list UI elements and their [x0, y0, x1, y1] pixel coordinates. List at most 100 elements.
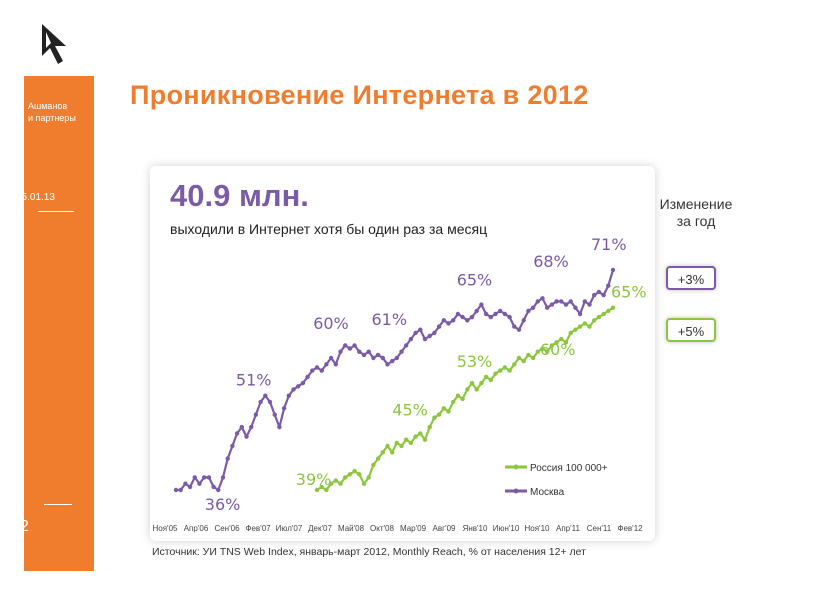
- data-point-moscow: [493, 311, 498, 317]
- x-tick-label: Ноя'05: [153, 524, 179, 533]
- data-point-russia: [366, 475, 371, 480]
- data-point-moscow: [610, 267, 616, 273]
- data-point-moscow: [314, 365, 320, 370]
- x-tick-label: Окт'08: [370, 524, 394, 533]
- data-point-moscow: [234, 431, 240, 436]
- data-label: 51%: [236, 371, 272, 390]
- data-point-russia: [394, 440, 399, 446]
- data-point-moscow: [516, 327, 522, 332]
- slide-title: Проникновение Интернета в 2012: [130, 80, 589, 110]
- data-point-russia: [413, 434, 418, 439]
- x-tick-label: Июл'07: [276, 524, 303, 533]
- data-point-russia: [545, 349, 550, 354]
- data-point-russia: [474, 387, 479, 392]
- data-point-moscow: [385, 362, 390, 367]
- data-point-moscow: [225, 456, 230, 461]
- data-point-moscow: [310, 368, 315, 373]
- data-point-russia: [390, 450, 395, 455]
- data-point-moscow: [427, 333, 432, 339]
- data-point-moscow: [286, 393, 291, 398]
- data-point-moscow: [249, 424, 254, 430]
- source-note: Источник: УИ TNS Web Index, январь-март …: [152, 546, 586, 558]
- data-point-russia: [324, 487, 329, 493]
- data-label: 71%: [591, 235, 627, 254]
- data-point-russia: [587, 324, 592, 329]
- data-point-moscow: [206, 475, 212, 480]
- data-point-moscow: [291, 387, 296, 392]
- data-point-russia: [488, 377, 493, 383]
- data-point-moscow: [502, 311, 508, 317]
- data-point-russia: [422, 437, 428, 442]
- data-point-russia: [465, 387, 470, 392]
- data-point-moscow: [300, 380, 306, 386]
- data-label: 60%: [540, 340, 576, 359]
- data-point-russia: [507, 368, 512, 373]
- data-point-russia: [502, 365, 508, 370]
- data-point-moscow: [479, 302, 484, 307]
- data-point-moscow: [606, 283, 611, 288]
- data-point-moscow: [545, 305, 550, 310]
- data-point-moscow: [469, 314, 475, 320]
- data-point-moscow: [267, 399, 273, 405]
- data-point-moscow: [338, 349, 343, 354]
- data-point-moscow: [216, 487, 221, 493]
- x-tick-label: Май'08: [338, 524, 365, 533]
- divider: [38, 211, 74, 212]
- x-tick-label: Ноя'10: [525, 524, 551, 533]
- data-point-russia: [573, 327, 578, 332]
- data-point-moscow: [220, 475, 226, 480]
- data-point-moscow: [460, 314, 465, 320]
- data-point-moscow: [178, 487, 183, 493]
- divider: [44, 504, 72, 505]
- data-point-russia: [427, 424, 432, 430]
- data-point-russia: [483, 374, 489, 380]
- data-point-moscow: [187, 484, 193, 490]
- data-point-russia: [610, 305, 616, 310]
- data-point-moscow: [361, 352, 367, 358]
- company-name-line-1: Ашманов: [28, 101, 68, 111]
- data-point-russia: [357, 472, 362, 477]
- series-line-russia: [316, 306, 614, 492]
- data-point-moscow: [563, 302, 569, 307]
- data-point-moscow: [432, 330, 437, 336]
- data-label: 61%: [372, 310, 408, 329]
- data-label: 45%: [392, 400, 428, 419]
- data-point-moscow: [483, 311, 489, 317]
- data-point-russia: [375, 456, 381, 461]
- data-point-moscow: [488, 314, 493, 320]
- change-badge-russia: +5%: [666, 318, 716, 342]
- data-point-moscow: [535, 299, 540, 304]
- data-point-moscow: [272, 412, 277, 417]
- data-point-russia: [554, 340, 559, 345]
- data-point-moscow: [474, 308, 479, 314]
- data-point-moscow: [263, 393, 268, 398]
- data-point-russia: [352, 468, 357, 474]
- data-point-moscow: [192, 475, 197, 480]
- data-point-russia: [460, 396, 465, 402]
- data-point-moscow: [418, 327, 423, 332]
- data-point-moscow: [366, 349, 371, 354]
- data-point-russia: [512, 362, 517, 367]
- data-point-moscow: [530, 305, 536, 310]
- data-label: 65%: [457, 271, 493, 290]
- change-title-line-2: за год: [676, 213, 716, 229]
- data-point-russia: [328, 481, 334, 486]
- data-point-moscow: [422, 336, 428, 342]
- data-point-russia: [601, 311, 606, 317]
- data-point-russia: [418, 431, 423, 436]
- data-point-moscow: [512, 324, 517, 329]
- x-tick-label: Дек'07: [308, 524, 332, 533]
- data-point-russia: [559, 336, 564, 342]
- x-tick-label: Янв'10: [463, 524, 488, 533]
- series-line-moscow: [176, 269, 615, 492]
- data-point-moscow: [390, 358, 395, 364]
- data-point-moscow: [183, 481, 188, 486]
- data-point-russia: [385, 443, 390, 449]
- data-point-moscow: [211, 484, 216, 490]
- data-point-moscow: [455, 311, 461, 317]
- data-point-moscow: [239, 424, 244, 430]
- sidebar: Ашманов и партнеры 25.01.13 2: [16, 76, 94, 571]
- data-point-russia: [338, 481, 343, 486]
- data-point-russia: [577, 324, 583, 329]
- data-point-russia: [455, 393, 461, 398]
